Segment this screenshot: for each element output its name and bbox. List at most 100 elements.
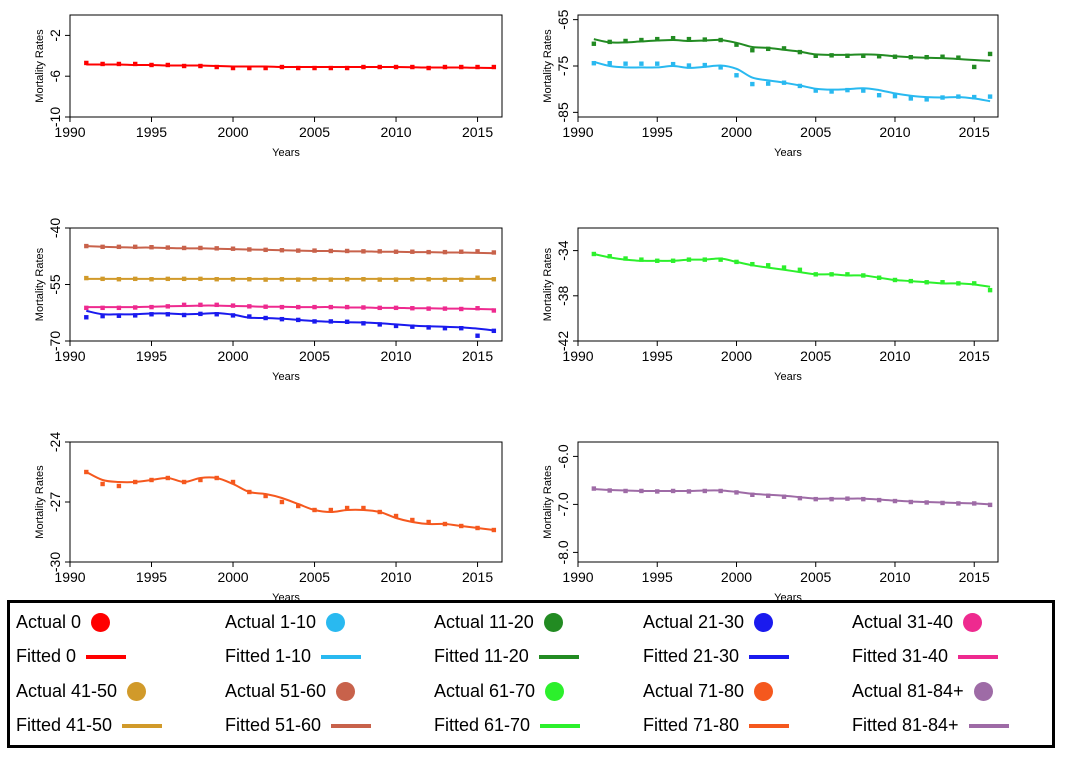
x-tick-label: 2005 (299, 569, 330, 585)
y-tick-label: -2 (47, 29, 63, 42)
actual-point-81-84+ (686, 489, 692, 494)
actual-point-51-60 (393, 249, 399, 254)
actual-point-31-40 (100, 305, 105, 311)
fitted-line-1-10 (593, 60, 991, 103)
actual-point-51-60 (100, 244, 105, 250)
actual-point-11-20 (861, 53, 866, 58)
actual-point-81-84+ (639, 488, 644, 494)
actual-point-61-70 (956, 281, 961, 286)
actual-point-1-10 (861, 88, 866, 93)
actual-point-51-60 (84, 243, 89, 249)
actual-point-31-40 (312, 304, 317, 310)
y-axis-label: Mortality Rates (542, 29, 554, 103)
x-tick-label: 1990 (562, 569, 593, 585)
actual-point-1-10 (591, 61, 597, 66)
actual-point-21-30 (181, 312, 187, 318)
actual-point-1-10 (670, 61, 676, 67)
legend-line-swatch (958, 654, 999, 659)
actual-point-21-30 (410, 324, 415, 329)
x-axis-label: Years (272, 592, 300, 600)
legend-item: Fitted 41-50 (16, 711, 163, 741)
legend-dot-swatch (754, 681, 774, 701)
actual-point-41-50 (328, 277, 334, 282)
legend-item: Actual 11-20 (434, 607, 563, 637)
x-tick-label: 1990 (54, 569, 85, 585)
legend-label: Actual 51-60 (225, 680, 327, 701)
actual-point-1-10 (607, 61, 612, 66)
actual-point-21-30 (475, 333, 480, 338)
y-axis-label: Mortality Rates (542, 247, 554, 321)
actual-point-41-50 (459, 277, 464, 282)
actual-point-41-50 (442, 277, 448, 282)
fitted-line-81-84+ (593, 488, 991, 506)
actual-point-51-60 (491, 250, 497, 255)
y-tick-label: -34 (555, 240, 571, 260)
actual-point-31-40 (491, 308, 497, 313)
legend-label: Actual 81-84+ (852, 680, 964, 701)
actual-point-71-80 (328, 507, 334, 513)
actual-point-81-84+ (734, 490, 739, 495)
legend-label: Actual 1-10 (225, 611, 317, 632)
x-tick-label: 1990 (562, 124, 593, 140)
actual-point-21-30 (214, 312, 219, 317)
legend-dot-swatch (91, 612, 111, 632)
actual-point-0 (133, 61, 138, 67)
actual-point-71-80 (377, 509, 382, 515)
actual-point-61-70 (591, 251, 597, 257)
actual-point-71-80 (296, 503, 301, 509)
actual-point-71-80 (214, 475, 219, 481)
actual-point-1-10 (924, 97, 929, 102)
x-tick-label: 2010 (879, 348, 910, 364)
x-tick-label: 1995 (642, 348, 673, 364)
actual-point-21-30 (459, 325, 464, 331)
actual-point-11-20 (829, 53, 834, 58)
actual-point-1-10 (908, 96, 914, 101)
x-tick-label: 2000 (217, 569, 248, 585)
actual-point-61-70 (781, 265, 787, 270)
actual-point-0 (377, 64, 382, 70)
actual-point-0 (247, 65, 252, 71)
actual-point-11-20 (987, 51, 993, 57)
actual-point-51-60 (198, 245, 203, 251)
actual-point-81-84+ (718, 488, 723, 494)
legend-label: Actual 11-20 (434, 611, 534, 632)
y-axis-label: Mortality Rates (34, 465, 46, 539)
actual-point-21-30 (133, 313, 138, 318)
actual-point-1-10 (829, 89, 834, 94)
x-tick-label: 1995 (136, 124, 167, 140)
actual-point-21-30 (149, 312, 154, 317)
actual-point-41-50 (100, 276, 105, 282)
actual-point-61-70 (639, 257, 644, 262)
actual-point-1-10 (892, 93, 898, 99)
actual-point-71-80 (230, 479, 236, 485)
actual-point-0 (410, 64, 415, 70)
actual-point-21-30 (393, 323, 399, 329)
x-tick-label: 2000 (721, 124, 752, 140)
actual-point-11-20 (765, 46, 771, 52)
legend-dot-swatch (973, 681, 993, 701)
actual-point-11-20 (655, 36, 660, 42)
actual-point-81-84+ (765, 493, 771, 498)
actual-point-31-40 (459, 306, 464, 312)
actual-point-81-84+ (940, 500, 945, 506)
actual-point-31-40 (344, 304, 350, 310)
actual-point-41-50 (214, 277, 219, 282)
x-tick-label: 2015 (959, 569, 990, 585)
actual-point-21-30 (198, 311, 203, 317)
actual-point-71-80 (410, 517, 415, 523)
legend-line-swatch (321, 654, 362, 659)
actual-point-41-50 (165, 276, 171, 282)
x-tick-label: 2010 (380, 348, 411, 364)
legend-item: Fitted 1-10 (225, 642, 362, 672)
x-tick-label: 2015 (959, 124, 990, 140)
actual-point-51-60 (230, 246, 236, 251)
actual-point-61-70 (829, 272, 834, 277)
actual-point-21-30 (426, 325, 431, 330)
actual-point-1-10 (781, 80, 787, 85)
actual-point-61-70 (924, 280, 929, 285)
legend-label: Fitted 51-60 (225, 715, 322, 735)
x-tick-label: 2015 (462, 124, 493, 140)
legend-label: Fitted 31-40 (852, 646, 949, 666)
actual-point-61-70 (765, 263, 771, 268)
actual-point-71-80 (133, 479, 138, 485)
